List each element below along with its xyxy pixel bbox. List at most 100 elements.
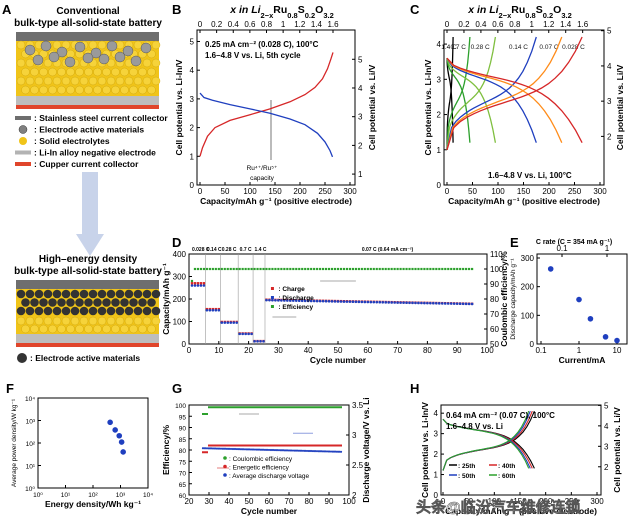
efficiency-point: [298, 267, 301, 271]
panel-c-top-tick-label: 1: [530, 20, 535, 29]
energetic-point: [226, 444, 228, 447]
efficiency-point: [369, 267, 372, 271]
efficiency-point: [435, 267, 438, 271]
dense-active-particle: [61, 289, 71, 299]
discharge-capacity-point: [576, 296, 582, 303]
electrolyte-particle: [111, 67, 120, 77]
top-title-sub3: 0.2: [305, 11, 315, 20]
panel-h: H 0 50 100 150 200 250 300 0 1 2 3 4 2 3 4 5 Capacity/mA…: [410, 381, 622, 516]
efficiency-point: [330, 267, 334, 271]
dense-active-particle: [16, 289, 26, 299]
electrolyte-particle: [75, 85, 84, 95]
dense-active-particle: [61, 306, 71, 316]
voltage-point: [265, 448, 269, 451]
electrolyte-particle: [129, 85, 138, 95]
energetic-point: [242, 444, 244, 447]
discharge-point: [193, 284, 197, 287]
panel-d-y2-tick-label: 60: [490, 325, 499, 334]
discharge-point: [417, 301, 420, 305]
panel-h-y-tick-label: 0: [434, 491, 439, 500]
legend-label: : Efficiency: [278, 304, 313, 311]
panel-c-x-tick-label: 200: [542, 187, 556, 196]
coulombic-point: [204, 413, 206, 415]
panel-d-y-tick-label: 0: [182, 340, 187, 349]
coulombic-point: [268, 406, 270, 409]
high-electrolyte-particle: [79, 316, 89, 326]
panel-f-x-label: Energy density/Wh kg⁻¹: [45, 499, 141, 509]
discharge-point: [384, 301, 387, 304]
panel-c-top-tick-label: 0.6: [492, 20, 504, 29]
panel-b-top-tick-label: 0.4: [228, 20, 240, 29]
energetic-point: [340, 444, 342, 447]
energetic-point: [240, 444, 242, 447]
voltage-point: [201, 447, 205, 450]
efficiency-point: [226, 267, 229, 271]
coulombic-point: [240, 406, 242, 409]
panel-h-x-tick-label: 300: [590, 497, 604, 506]
discharge-point: [470, 302, 474, 306]
high-electrolyte-particle: [115, 316, 125, 326]
efficiency-point: [322, 267, 325, 271]
legend-marker: [223, 456, 227, 460]
coulombic-point: [316, 406, 318, 409]
dense-active-particle: [147, 298, 156, 307]
discharge-point: [274, 298, 277, 302]
panel-e-y-tick-label: 200: [521, 283, 535, 292]
efficiency-point: [250, 267, 253, 271]
voltage-point: [309, 449, 313, 453]
efficiency-point: [232, 267, 235, 271]
energetic-point: [282, 444, 284, 447]
discharge-point: [345, 300, 349, 303]
dense-active-particle: [93, 298, 102, 307]
panel-b-y-tick-label: 2: [190, 124, 195, 133]
panel-c-x-tick-label: 0: [445, 187, 450, 196]
active-material-particle: [90, 47, 102, 59]
discharge-point: [241, 332, 244, 336]
high-electrolyte-particle: [21, 324, 30, 334]
efficiency-point: [289, 267, 292, 271]
c-top-title-sub2: 0.8: [525, 11, 535, 20]
dense-active-particle: [70, 289, 80, 299]
coulombic-point: [314, 406, 316, 409]
dense-active-particle: [106, 289, 116, 299]
high-electrolyte-particle: [30, 324, 39, 334]
energetic-point: [244, 444, 246, 447]
energetic-point: [288, 444, 290, 447]
rate-header-label: 0.07 C (0.64 mA cm⁻²): [362, 247, 414, 253]
energetic-point: [314, 444, 316, 447]
panel-h-y2-tick-label: 4: [604, 422, 609, 431]
dense-active-particle: [115, 306, 125, 316]
charge-curve-25th: [442, 410, 535, 471]
panel-g-x-label: Cycle number: [241, 506, 298, 516]
voltage-point: [229, 447, 233, 451]
discharge-point: [423, 301, 426, 305]
efficiency-point: [301, 267, 304, 271]
efficiency-point: [253, 267, 256, 271]
legend-marker: [270, 305, 274, 308]
dense-active-particle: [106, 306, 116, 316]
discharge-point: [429, 301, 432, 305]
panel-c-y2-tick-label: 3: [607, 97, 612, 106]
high-electrolyte-particle: [97, 316, 107, 326]
top-title-base: x in Li: [229, 4, 261, 16]
power-density-point: [116, 432, 123, 439]
panel-f-y-tick-label: 10¹: [26, 464, 36, 471]
efficiency-point: [217, 267, 220, 271]
energetic-point: [208, 444, 210, 447]
electrolyte-particle: [115, 76, 125, 86]
energetic-point: [312, 444, 314, 447]
discharge-point: [199, 284, 203, 287]
legend-marker: [223, 473, 227, 477]
coulombic-point: [332, 406, 334, 409]
legend-marker: [270, 287, 274, 290]
efficiency-point: [190, 279, 194, 283]
panel-b-top-tick-label: 0: [198, 20, 203, 29]
efficiency-point: [363, 267, 366, 271]
energetic-point: [232, 444, 234, 447]
legend-dark-active-icon: [17, 353, 27, 363]
discharge-point: [286, 299, 289, 302]
coulombic-point: [324, 406, 326, 409]
conventional-subtitle: bulk-type all-solid-state battery: [14, 18, 162, 29]
voltage-point: [319, 450, 323, 453]
